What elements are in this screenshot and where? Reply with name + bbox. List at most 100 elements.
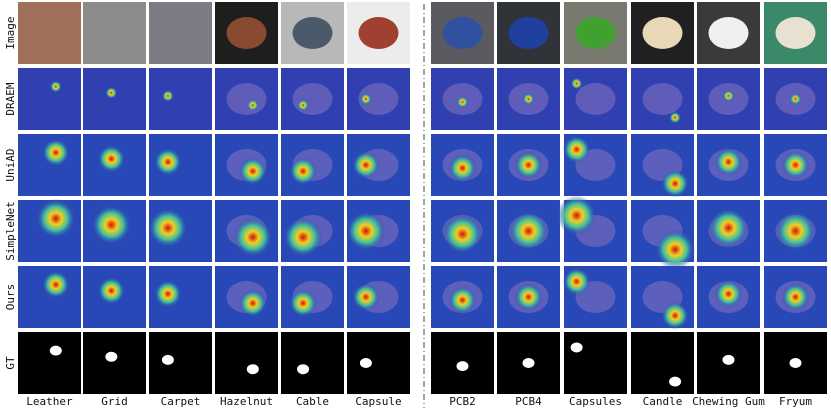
anomaly-hotspot: [570, 77, 583, 90]
anomaly-hotspot: [448, 286, 477, 315]
heatmap: [83, 68, 146, 130]
anomaly-hotspot: [246, 99, 259, 112]
anomaly-hotspot: [508, 211, 549, 251]
column-label: PCB4: [515, 395, 542, 408]
anomaly-hotspot: [232, 217, 273, 258]
row-label: Ours: [4, 284, 17, 311]
sample-object: [575, 17, 616, 49]
anomaly-hotspot: [708, 207, 749, 248]
anomaly-hotspot: [153, 147, 182, 176]
anomaly-hotspot: [661, 301, 690, 330]
anomaly-hotspot: [562, 135, 591, 164]
column-label: PCB2: [449, 395, 476, 408]
sample-object: [358, 17, 399, 49]
anomaly-hotspot: [49, 80, 62, 93]
anomaly-hotspot: [722, 89, 735, 102]
anomaly-hotspot: [283, 217, 324, 258]
anomaly-hotspot: [781, 151, 810, 179]
column-label: Cable: [296, 395, 329, 408]
anomaly-hotspot: [448, 154, 477, 183]
defect-region: [246, 364, 259, 375]
defect-region: [105, 351, 118, 362]
heatmap-object: [292, 83, 333, 115]
sample-object: [226, 17, 267, 49]
row-label: UniAD: [4, 148, 17, 181]
ground-truth-mask: [281, 332, 344, 394]
heatmap: [18, 68, 81, 130]
column-label: Grid: [101, 395, 128, 408]
sample-object: [642, 17, 683, 49]
ground-truth-mask: [83, 332, 146, 394]
anomaly-hotspot: [655, 229, 696, 270]
anomaly-hotspot: [714, 147, 743, 176]
row-label: SimpleNet: [4, 201, 17, 261]
anomaly-hotspot: [359, 93, 372, 105]
anomaly-hotspot: [556, 195, 597, 236]
anomaly-hotspot: [105, 86, 118, 99]
anomaly-hotspot: [714, 279, 743, 308]
anomaly-hotspot: [456, 96, 469, 109]
ground-truth-mask: [347, 332, 410, 394]
defect-region: [669, 376, 682, 387]
column-label: Hazelnut: [220, 395, 273, 408]
anomaly-hotspot: [297, 99, 310, 112]
heatmap-object: [226, 83, 267, 115]
anomaly-hotspot: [35, 198, 76, 239]
anomaly-hotspot: [514, 283, 543, 311]
row-label: GT: [4, 356, 17, 370]
defect-region: [161, 354, 174, 365]
ground-truth-mask: [149, 332, 212, 394]
anomaly-hotspot: [91, 204, 132, 245]
row-label: DRAEM: [4, 82, 17, 115]
anomaly-hotspot: [351, 283, 380, 311]
anomaly-hotspot: [289, 157, 318, 186]
anomaly-hotspot: [147, 207, 188, 248]
column-label: Capsule: [355, 395, 401, 408]
anomaly-hotspot: [351, 151, 380, 179]
anomaly-hotspot: [669, 111, 682, 124]
ground-truth-mask: [631, 332, 694, 394]
defect-region: [456, 361, 469, 372]
sample-object: [775, 17, 816, 49]
sample-object: [708, 17, 749, 49]
defect-region: [359, 358, 372, 368]
anomaly-hotspot: [789, 93, 802, 105]
column-label: Chewing Gum: [692, 395, 765, 408]
anomaly-hotspot: [442, 214, 483, 255]
sample-image: [18, 2, 81, 64]
anomaly-hotspot: [41, 270, 70, 299]
anomaly-hotspot: [97, 144, 126, 173]
anomaly-hotspot: [238, 157, 267, 186]
defect-region: [49, 345, 62, 356]
anomaly-hotspot: [661, 169, 690, 198]
column-label: Candle: [643, 395, 683, 408]
anomaly-hotspot: [97, 276, 126, 305]
defect-region: [722, 354, 735, 365]
sample-object: [292, 17, 333, 49]
sample-object: [442, 17, 483, 49]
heatmap: [149, 68, 212, 130]
heatmap-object: [358, 83, 399, 115]
sample-object: [508, 17, 549, 49]
sample-image: [149, 2, 212, 64]
anomaly-hotspot: [238, 289, 267, 318]
ground-truth-mask: [18, 332, 81, 394]
defect-region: [789, 358, 802, 368]
defect-region: [297, 364, 310, 375]
anomaly-hotspot: [41, 138, 70, 167]
defect-region: [522, 358, 535, 368]
anomaly-hotspot: [522, 93, 535, 105]
anomaly-hotspot: [514, 151, 543, 179]
anomaly-hotspot: [153, 279, 182, 308]
row-label: Image: [4, 16, 17, 49]
sample-image: [83, 2, 146, 64]
anomaly-hotspot: [781, 283, 810, 311]
anomaly-hotspot: [161, 89, 174, 102]
heatmap-object: [642, 83, 683, 115]
column-label: Leather: [26, 395, 73, 408]
anomaly-hotspot: [775, 211, 816, 251]
anomaly-hotspot: [289, 289, 318, 318]
anomaly-hotspot: [562, 267, 591, 296]
column-label: Fryum: [779, 395, 812, 408]
anomaly-hotspot: [345, 211, 386, 251]
